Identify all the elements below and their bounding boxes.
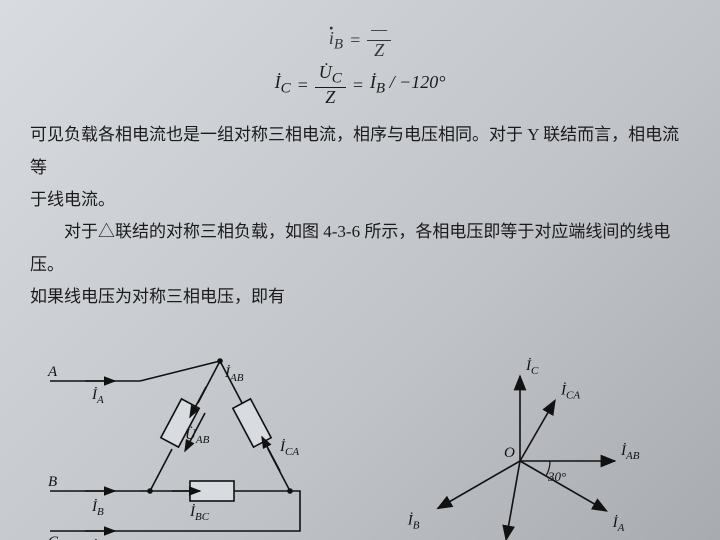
formula-ib-sym: i	[329, 28, 334, 49]
ic-eq2: =	[352, 75, 364, 96]
formula-ic-row: İC = U̇C Z = İB / −120°	[30, 63, 690, 108]
circuit-labels: A B C İA İB İC İAB İBC İCA U̇AB	[47, 364, 299, 540]
phasor-diagram	[438, 376, 615, 540]
svg-text:O: O	[504, 445, 515, 461]
phasor-labels: İCİCAİABİAİBCİB	[407, 358, 640, 540]
formula-eq: =	[349, 30, 361, 51]
ic-lhs-sub: C	[281, 81, 291, 97]
svg-text:B: B	[48, 474, 57, 490]
svg-text:İC: İC	[525, 358, 539, 377]
ic-rhs-sub: B	[376, 81, 385, 97]
svg-text:İA: İA	[612, 515, 625, 534]
svg-text:İCA: İCA	[279, 439, 299, 458]
svg-text:C: C	[48, 534, 59, 540]
svg-text:İBC: İBC	[189, 504, 210, 523]
figure-svg: A B C İA İB İC İAB İBC İCA U̇AB O 30°	[30, 321, 690, 540]
figure-4-3-6: A B C İA İB İC İAB İBC İCA U̇AB O 30°	[30, 321, 690, 540]
svg-text:İB: İB	[91, 499, 104, 518]
svg-text:İCA: İCA	[560, 383, 580, 402]
svg-text:İAB: İAB	[620, 443, 640, 462]
ic-rhs-rest: / −120°	[390, 72, 446, 92]
ic-num-sub: C	[332, 70, 342, 86]
formula-top-row: iB = — Z	[30, 20, 690, 61]
circuit-diagram	[50, 359, 300, 531]
ic-den: Z	[315, 88, 346, 108]
svg-text:İB: İB	[407, 513, 420, 532]
formula-top-num: —	[367, 20, 391, 41]
paragraph-2: 对于△联结的对称三相负载，如图 4-3-6 所示，各相电压即等于对应端线间的线电…	[30, 216, 690, 281]
svg-text:A: A	[47, 364, 58, 380]
formula-ib-sub: B	[334, 36, 343, 52]
formula-top-den: Z	[367, 41, 391, 61]
ic-eq1: =	[297, 75, 309, 96]
page-root: iB = — Z İC = U̇C Z = İB / −120° 可见负载各相	[0, 0, 720, 540]
svg-text:30°: 30°	[547, 469, 566, 484]
svg-text:İAB: İAB	[224, 365, 244, 384]
paragraph-3: 如果线电压为对称三相电压，即有	[30, 281, 690, 313]
paragraph-1a: 可见负载各相电流也是一组对称三相电流，相序与电压相同。对于 Y 联结而言，相电流…	[30, 119, 690, 184]
ic-num-sym: U̇	[319, 62, 332, 82]
paragraph-1b: 于线电流。	[30, 184, 690, 216]
svg-text:İA: İA	[91, 387, 104, 406]
